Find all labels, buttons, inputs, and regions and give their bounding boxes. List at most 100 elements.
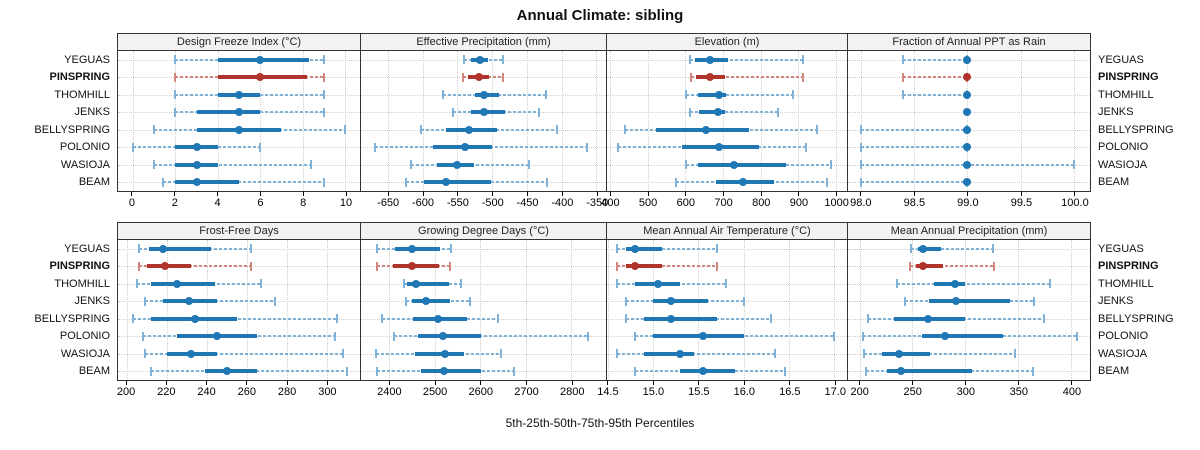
gridline-vertical [967,51,969,191]
gridline-vertical [246,240,248,380]
axis-tick-label: 800 [752,197,771,209]
median-dot [192,160,201,169]
median-dot [441,178,450,187]
axis-tick [492,192,494,196]
gridline-vertical [607,240,609,380]
gridline-vertical [526,51,528,191]
whisker-range-line [860,128,968,131]
gridline-vertical [596,51,598,191]
whisker-cap [724,279,727,289]
whisker-range-line [903,93,968,96]
whisker-range-line [689,111,778,114]
axis-tick-label: 0 [128,197,136,209]
whisker-cap [322,107,325,117]
site-labels-left: YEGUAS PINSPRING THOMHILL JENKS BELLYSPRING P… [0,222,117,402]
whisker-cap [501,55,504,65]
whisker-cap [322,55,325,65]
site-label-right: JENKS [1098,295,1134,308]
axis-tick-label: 300 [318,386,337,398]
whisker-cap [496,314,499,324]
gridline-vertical [743,240,745,380]
median-dot [235,90,243,99]
whisker-cap [345,366,348,376]
whisker-cap [273,296,276,306]
whisker-cap [149,366,152,376]
whisker-cap [137,244,140,254]
whisker-cap [403,279,406,289]
axis-tick [912,381,914,385]
whisker-cap [460,279,463,289]
axis-tick-label: 400 [1062,386,1082,398]
axis-tick [259,192,261,196]
iqr-line [407,281,450,286]
whisker-cap [675,177,678,187]
whisker-range-line [689,58,803,61]
whisker-cap [393,331,396,341]
axis-tick-label: 700 [714,197,733,209]
gridline-vertical [422,51,424,191]
whisker-cap [137,261,140,271]
axis-tick-label: 14.5 [597,386,619,398]
median-dot [924,314,933,323]
median-dot [411,279,420,288]
median-dot [453,160,462,169]
gridline-vertical [760,51,762,191]
axis-tick [246,381,248,385]
panel-header: Effective Precipitation (mm) [361,33,607,51]
median-dot [941,332,950,341]
gridline-vertical [647,51,649,191]
whisker-cap [992,261,995,271]
whisker-cap [135,279,138,289]
panel: Effective Precipitation (mm) -650 -600 -550… [361,33,608,214]
whisker-cap [586,331,589,341]
axis-tick [834,381,836,385]
whisker-cap [859,125,862,135]
whisker-cap [335,314,338,324]
axis-tick [388,381,390,385]
whisker-cap [499,349,502,359]
median-dot [676,349,685,358]
whisker-cap [381,314,384,324]
gridline-vertical [286,240,288,380]
whisker-cap [902,55,905,65]
axis-tick-label: 99.5 [1010,197,1033,209]
x-axis: 2400 2500 2600 2700 2800 [361,381,607,403]
gridline-vertical [217,51,219,191]
axis-tick-label: 2400 [377,386,402,398]
whisker-cap [161,177,164,187]
panel: Elevation (m) 400 500 600 700 800 900 1000 [601,33,849,214]
whisker-cap [512,366,515,376]
axis-tick [526,381,528,385]
gridline-vertical [492,51,494,191]
axis-tick-label: 2 [171,197,178,209]
gridline-vertical [914,51,916,191]
axis-tick [286,381,288,385]
whisker-cap [615,349,618,359]
median-dot [172,279,181,288]
median-dot [475,55,484,64]
median-dot [963,90,972,99]
whisker-cap [544,90,547,100]
axis-tick-label: 98.0 [850,197,872,209]
gridline-vertical [859,240,861,380]
median-dot [422,297,431,306]
iqr-line [150,281,215,286]
gridline-vertical [480,240,482,380]
axis-tick-label: 15.5 [688,386,710,398]
whisker-cap [462,72,465,82]
panel: Mean Annual Air Temperature (°C) 14.5 15.0… [597,222,848,403]
axis-tick-label: -450 [516,197,539,209]
axis-tick-label: 16.5 [779,386,801,398]
gridline-vertical [166,240,168,380]
whisker-range-line [686,93,793,96]
panel: Fraction of Annual PPT as Rain 98.0 98.5 99… [848,33,1091,214]
site-label-left: YEGUAS [64,242,110,255]
gridline-vertical [1020,51,1022,191]
gridline-horizontal [361,266,606,268]
whisker-cap [441,90,444,100]
axis-tick [206,381,208,385]
whisker-cap [174,55,177,65]
site-label-right: BEAM [1098,365,1130,378]
gridline-vertical [126,240,128,380]
whisker-cap [895,279,898,289]
